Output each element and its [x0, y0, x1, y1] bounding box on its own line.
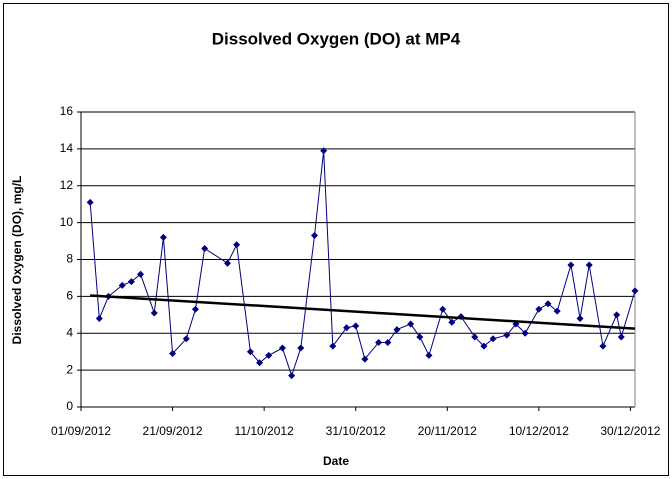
trendline [90, 294, 636, 330]
data-point [567, 261, 575, 269]
data-point [384, 338, 392, 346]
y-tick-label: 8 [66, 252, 73, 266]
data-point [439, 305, 447, 313]
y-tick-label: 14 [60, 141, 74, 155]
data-point [553, 307, 561, 315]
data-point [127, 278, 135, 286]
data-point [201, 244, 209, 252]
data-point [159, 233, 167, 241]
data-point [471, 333, 479, 341]
data-point [256, 359, 264, 367]
y-tick-label: 12 [60, 178, 74, 192]
y-axis-title: Dissolved Oxygen (DO), mg/L [10, 176, 24, 345]
data-point [150, 309, 158, 317]
x-tick-label: 10/12/2012 [509, 424, 569, 438]
data-point [137, 270, 145, 278]
data-point [425, 351, 433, 359]
data-point [118, 281, 126, 289]
data-point [86, 198, 94, 206]
x-tick-label: 20/11/2012 [418, 424, 477, 438]
data-point [613, 311, 621, 319]
data-point [617, 333, 625, 341]
x-tick-label: 11/10/2012 [235, 424, 294, 438]
data-point [224, 259, 232, 267]
data-point [182, 335, 190, 343]
data-point [246, 348, 254, 356]
data-point [352, 322, 360, 330]
data-point [503, 331, 511, 339]
data-point [169, 350, 177, 358]
data-point [278, 344, 286, 352]
data-point [265, 351, 273, 359]
data-point [311, 232, 319, 240]
y-tick-label: 0 [66, 399, 73, 413]
y-tick-label: 10 [60, 215, 74, 229]
x-tick-label: 21/09/2012 [143, 424, 203, 438]
data-point [375, 338, 383, 346]
data-point [631, 287, 639, 295]
data-point [448, 318, 456, 326]
data-point [585, 261, 593, 269]
x-tick-label: 01/09/2012 [51, 424, 111, 438]
data-point [361, 355, 369, 363]
data-point [191, 305, 199, 313]
y-tick-label: 16 [60, 104, 74, 118]
data-point [480, 342, 488, 350]
data-point [297, 344, 305, 352]
data-point [535, 305, 543, 313]
data-point [416, 333, 424, 341]
data-point [329, 342, 337, 350]
data-point [521, 329, 529, 337]
data-point [233, 241, 241, 249]
data-point [576, 315, 584, 322]
data-point [320, 147, 328, 155]
chart-border [3, 3, 669, 476]
x-tick-label: 31/10/2012 [326, 424, 386, 438]
chart-title: Dissolved Oxygen (DO) at MP4 [212, 29, 461, 48]
data-point [288, 372, 296, 380]
x-axis-title: Date [323, 454, 349, 468]
y-tick-label: 4 [66, 325, 73, 339]
data-point [343, 324, 351, 332]
data-point [599, 342, 607, 350]
y-tick-label: 6 [66, 289, 73, 303]
data-point [489, 335, 497, 343]
y-tick-label: 2 [66, 362, 73, 376]
data-point [393, 326, 401, 334]
data-point [407, 320, 415, 328]
x-tick-label: 30/12/2012 [600, 424, 660, 438]
data-point [544, 300, 552, 308]
data-point [95, 315, 103, 322]
